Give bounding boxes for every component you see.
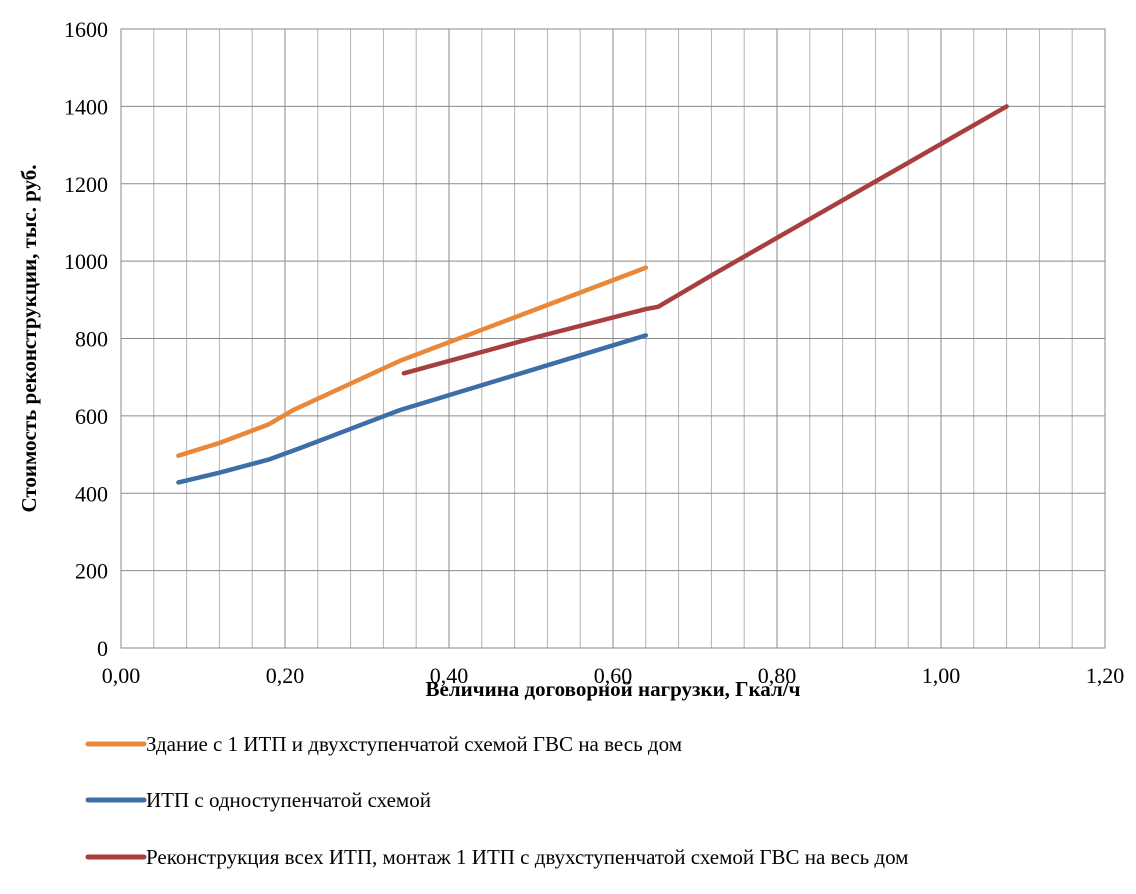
x-tick-label: 1,00 <box>922 663 961 688</box>
y-axis-title: Стоимость реконструкции, тыс. руб. <box>17 164 41 512</box>
x-tick-label: 0,40 <box>430 663 469 688</box>
series-line-1 <box>176 265 649 458</box>
y-tick-label: 800 <box>75 327 108 352</box>
y-tick-label: 1600 <box>64 17 108 42</box>
x-tick-label: 0,60 <box>594 663 633 688</box>
y-tick-label: 1000 <box>64 249 108 274</box>
series-line-2 <box>176 333 649 485</box>
x-axis-title: Величина договорной нагрузки, Гкал/ч <box>426 677 801 701</box>
legend-label-2: ИТП с одноступенчатой схемой <box>146 788 431 812</box>
x-tick-label: 0,80 <box>758 663 797 688</box>
x-axis-tick-labels: 0,00 0,20 0,40 0,60 0,80 1,00 1,20 <box>102 663 1125 688</box>
x-tick-label: 1,20 <box>1086 663 1125 688</box>
y-tick-label: 600 <box>75 404 108 429</box>
y-axis-tick-labels: 0 200 400 600 800 1000 1200 1400 1600 <box>64 17 108 661</box>
series-lines <box>176 104 1009 485</box>
legend: Здание с 1 ИТП и двухступенчатой схемой … <box>85 732 908 869</box>
legend-label-3: Реконструкция всех ИТП, монтаж 1 ИТП с д… <box>146 845 908 869</box>
y-tick-label: 200 <box>75 559 108 584</box>
series-line-3 <box>401 104 1009 376</box>
x-tick-label: 0,00 <box>102 663 141 688</box>
y-tick-label: 1400 <box>64 94 108 119</box>
plot-area <box>120 28 1106 649</box>
y-tick-label: 1200 <box>64 172 108 197</box>
x-tick-label: 0,20 <box>266 663 305 688</box>
major-grid <box>120 28 1106 649</box>
y-tick-label: 0 <box>97 636 108 661</box>
legend-label-1: Здание с 1 ИТП и двухступенчатой схемой … <box>146 732 682 756</box>
y-tick-label: 400 <box>75 481 108 506</box>
